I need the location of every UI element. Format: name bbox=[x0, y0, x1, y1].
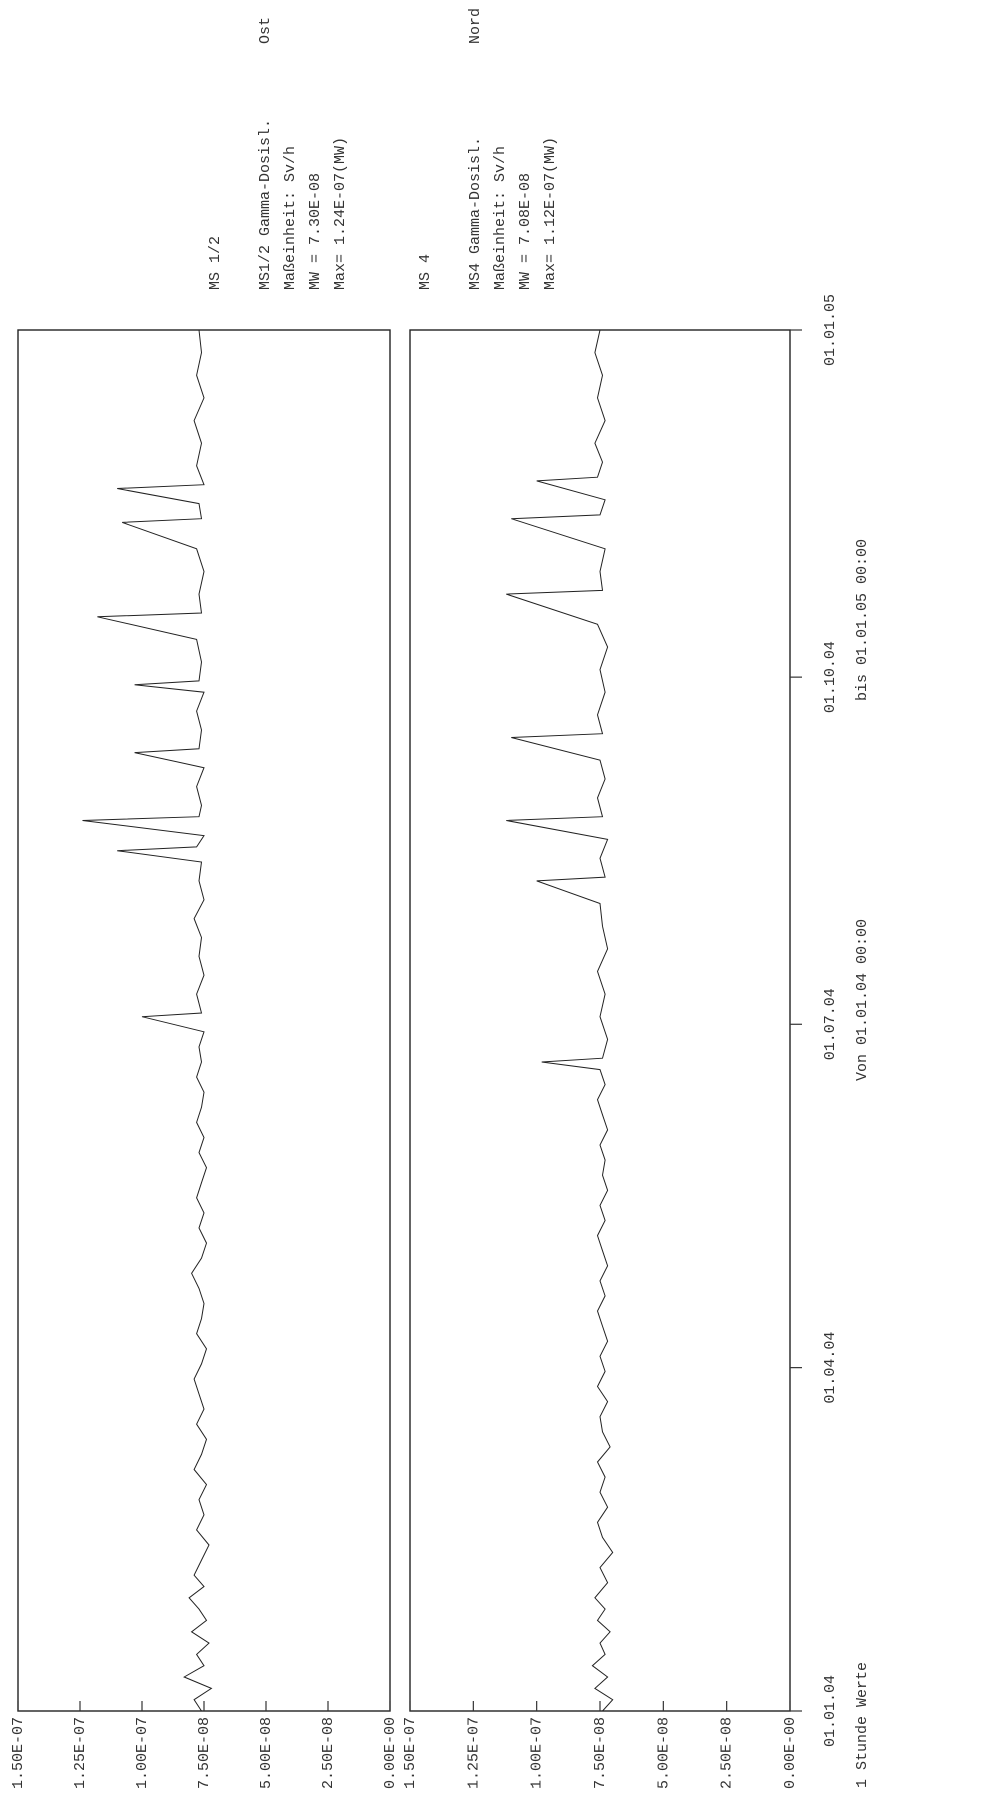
annotation: Max= 1.12E-07(MW) bbox=[542, 137, 559, 290]
y-tick-label: 1.00E-07 bbox=[134, 1717, 151, 1789]
y-tick-label: 0.00E-00 bbox=[382, 1717, 399, 1789]
station-location: Nord bbox=[467, 8, 484, 44]
y-tick-label: 5.00E-08 bbox=[655, 1717, 672, 1789]
range-to: bis 01.01.05 00:00 bbox=[854, 539, 871, 701]
y-tick-label: 1.50E-07 bbox=[402, 1717, 419, 1789]
rotated-page: 1 Stunde Werte Von 01.01.04 00:00 bis 01… bbox=[10, 8, 871, 1789]
y-tick-label: 1.50E-07 bbox=[10, 1717, 27, 1789]
y-tick-label: 7.50E-08 bbox=[592, 1717, 609, 1789]
x-tick-label: 01.10.04 bbox=[822, 641, 839, 713]
y-tick-label: 1.25E-07 bbox=[72, 1717, 89, 1789]
dose-trace bbox=[506, 329, 614, 1712]
x-tick-label: 01.01.05 bbox=[822, 294, 839, 366]
chart-title: MS 4 bbox=[417, 254, 434, 290]
chart-subtitle: MS4 Gamma-Dosisl. bbox=[467, 137, 484, 290]
x-tick-label: 01.01.04 bbox=[822, 1675, 839, 1747]
y-tick-label: 1.25E-07 bbox=[465, 1717, 482, 1789]
y-tick-label: 0.00E-00 bbox=[782, 1717, 799, 1789]
x-tick-label: 01.07.04 bbox=[822, 988, 839, 1060]
y-tick-label: 2.50E-08 bbox=[719, 1717, 736, 1789]
annotation: Maßeinheit: Sv/h bbox=[492, 146, 509, 290]
y-tick-label: 1.00E-07 bbox=[529, 1717, 546, 1789]
chart-title: MS 1/2 bbox=[207, 236, 224, 290]
dose-trace bbox=[82, 329, 213, 1712]
annotation: MW = 7.30E-08 bbox=[307, 173, 324, 290]
y-tick-label: 5.00E-08 bbox=[258, 1717, 275, 1789]
y-tick-label: 2.50E-08 bbox=[320, 1717, 337, 1789]
annotation: Maßeinheit: Sv/h bbox=[282, 146, 299, 290]
annotation: MW = 7.08E-08 bbox=[517, 173, 534, 290]
x-tick-label: 01.04.04 bbox=[822, 1332, 839, 1404]
chart-subtitle: MS1/2 Gamma-Dosisl. bbox=[257, 119, 274, 290]
annotation: Max= 1.24E-07(MW) bbox=[332, 137, 349, 290]
station-location: Ost bbox=[257, 17, 274, 44]
interval-label: 1 Stunde Werte bbox=[854, 1662, 871, 1788]
range-from: Von 01.01.04 00:00 bbox=[854, 919, 871, 1081]
y-tick-label: 7.50E-08 bbox=[196, 1717, 213, 1789]
